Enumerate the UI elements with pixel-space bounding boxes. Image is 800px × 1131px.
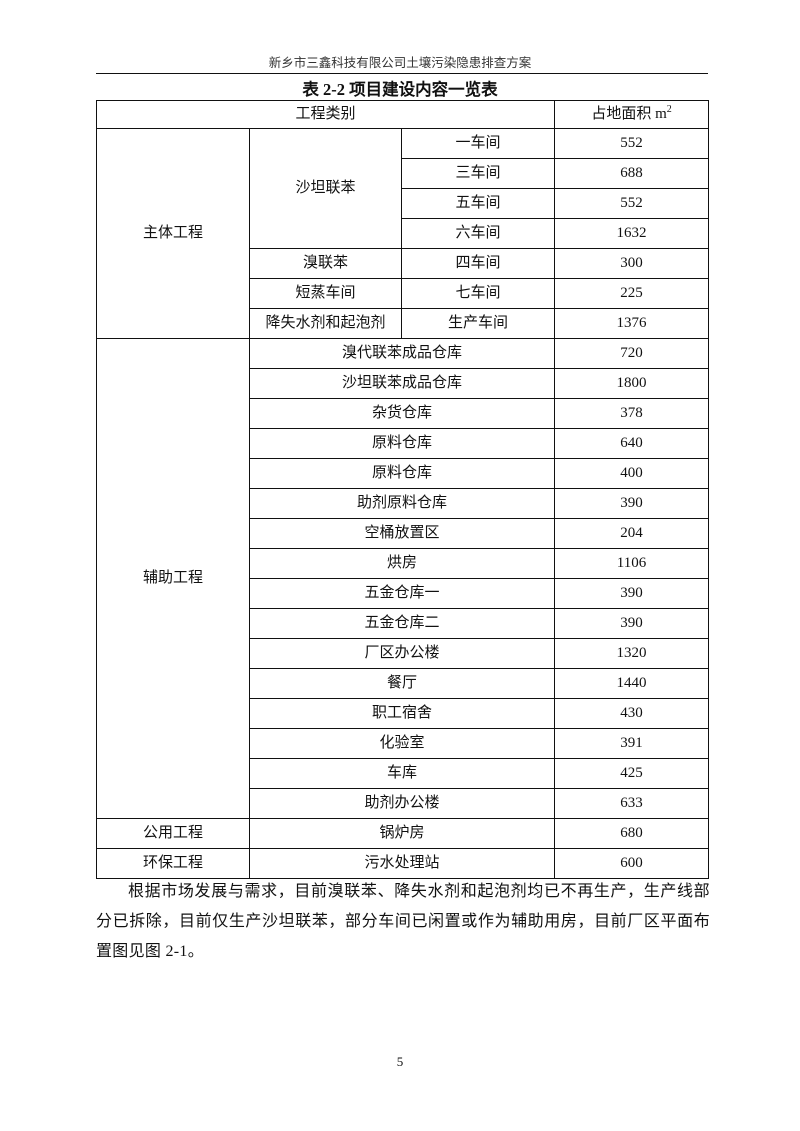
facility-cell: 职工宿舍 (248, 698, 556, 729)
facility-cell: 五金仓库二 (248, 608, 556, 639)
workshop-cell: 四车间 (400, 248, 556, 279)
table-row: 短蒸车间 七车间 225 (97, 278, 710, 309)
area-cell: 391 (554, 728, 710, 759)
area-cell: 390 (554, 608, 710, 639)
facility-cell: 助剂原料仓库 (248, 488, 556, 519)
area-cell: 720 (554, 338, 710, 369)
header-category: 工程类别 (95, 100, 556, 129)
area-cell: 1800 (554, 368, 710, 399)
area-cell: 552 (554, 128, 710, 159)
table-row: 降失水剂和起泡剂 生产车间 1376 (97, 308, 710, 339)
header-area-label: 占地面积 m (591, 106, 667, 122)
area-cell: 390 (554, 488, 710, 519)
table-row: 空桶放置区 204 (97, 518, 710, 549)
header-area-sup: 2 (666, 104, 672, 115)
table-row: 化验室 391 (97, 728, 710, 759)
table-row: 五金仓库二 390 (97, 608, 710, 639)
area-cell: 688 (554, 158, 710, 189)
facility-cell: 烘房 (248, 548, 556, 579)
table-row: 三车间 688 (97, 158, 710, 189)
table-title: 表 2-2 项目建设内容一览表 (302, 80, 498, 99)
header-area: 占地面积 m2 (554, 100, 710, 129)
area-cell: 680 (554, 818, 710, 849)
area-cell: 300 (554, 248, 710, 279)
facility-cell: 化验室 (248, 728, 556, 759)
workshop-cell: 生产车间 (400, 308, 556, 339)
category-cell: 辅助工程 (96, 338, 250, 819)
area-cell: 640 (554, 428, 710, 459)
facility-cell: 厂区办公楼 (248, 638, 556, 669)
facility-cell: 溴代联苯成品仓库 (248, 338, 556, 369)
running-header: 新乡市三鑫科技有限公司土壤污染隐患排查方案 (268, 56, 532, 70)
header-rule (96, 73, 708, 74)
table-row: 五金仓库一 390 (97, 578, 710, 609)
area-cell: 204 (554, 518, 710, 549)
facility-cell: 沙坦联苯成品仓库 (248, 368, 556, 399)
project-content-table: 工程类别 占地面积 m2 主体工程 沙坦联苯 一车间 552 三车间 688 五车间 552 六… (95, 100, 710, 879)
product-cell: 沙坦联苯 (249, 128, 402, 249)
product-cell: 降失水剂和起泡剂 (249, 308, 402, 339)
area-cell: 425 (554, 758, 710, 789)
body-paragraph: 根据市场发展与需求，目前溴联苯、降失水剂和起泡剂均已不再生产，生产线部分已拆除，… (96, 883, 710, 960)
facility-cell: 空桶放置区 (248, 518, 556, 549)
workshop-cell: 六车间 (400, 218, 556, 249)
workshop-cell: 五车间 (400, 188, 556, 219)
table-row: 烘房 1106 (97, 548, 710, 579)
category-cell: 主体工程 (96, 128, 250, 339)
facility-cell: 原料仓库 (248, 458, 556, 489)
table-row: 公用工程 锅炉房 680 (96, 818, 710, 849)
facility-cell: 五金仓库一 (248, 578, 556, 609)
facility-cell: 污水处理站 (248, 848, 556, 879)
facility-cell: 车库 (248, 758, 556, 789)
facility-cell: 餐厅 (248, 668, 556, 699)
area-cell: 600 (554, 848, 710, 879)
area-cell: 378 (554, 398, 710, 429)
table-row: 辅助工程 溴代联苯成品仓库 720 (96, 338, 710, 819)
table-row: 溴联苯 四车间 300 (97, 248, 710, 279)
table-row: 职工宿舍 430 (97, 698, 710, 729)
facility-cell: 助剂办公楼 (248, 788, 556, 819)
area-cell: 400 (554, 458, 710, 489)
area-cell: 552 (554, 188, 710, 219)
table-row: 五车间 552 (97, 188, 710, 219)
page-number: 5 (396, 1054, 404, 1069)
area-cell: 1106 (554, 548, 710, 579)
area-cell: 1320 (554, 638, 710, 669)
area-cell: 225 (554, 278, 710, 309)
workshop-cell: 七车间 (400, 278, 556, 309)
area-cell: 1376 (554, 308, 710, 339)
area-cell: 390 (554, 578, 710, 609)
table-row: 主体工程 沙坦联苯 一车间 552 (96, 128, 710, 339)
facility-cell: 杂货仓库 (248, 398, 556, 429)
table-row: 六车间 1632 (97, 218, 710, 249)
category-cell: 环保工程 (96, 848, 250, 879)
product-cell: 短蒸车间 (249, 278, 402, 309)
facility-cell: 原料仓库 (248, 428, 556, 459)
table-row: 原料仓库 640 (97, 428, 710, 459)
area-cell: 633 (554, 788, 710, 819)
product-cell: 溴联苯 (249, 248, 402, 279)
area-cell: 1440 (554, 668, 710, 699)
table-row: 沙坦联苯成品仓库 1800 (97, 368, 710, 399)
workshop-cell: 一车间 (400, 128, 556, 159)
category-cell: 公用工程 (96, 818, 250, 849)
table-row: 环保工程 污水处理站 600 (96, 848, 710, 879)
area-cell: 430 (554, 698, 710, 729)
facility-cell: 锅炉房 (248, 818, 556, 849)
table-header-row: 工程类别 占地面积 m2 (95, 100, 710, 129)
table-row: 助剂原料仓库 390 (97, 488, 710, 519)
table-row: 助剂办公楼 633 (97, 788, 710, 819)
area-cell: 1632 (554, 218, 710, 249)
workshop-cell: 三车间 (400, 158, 556, 189)
